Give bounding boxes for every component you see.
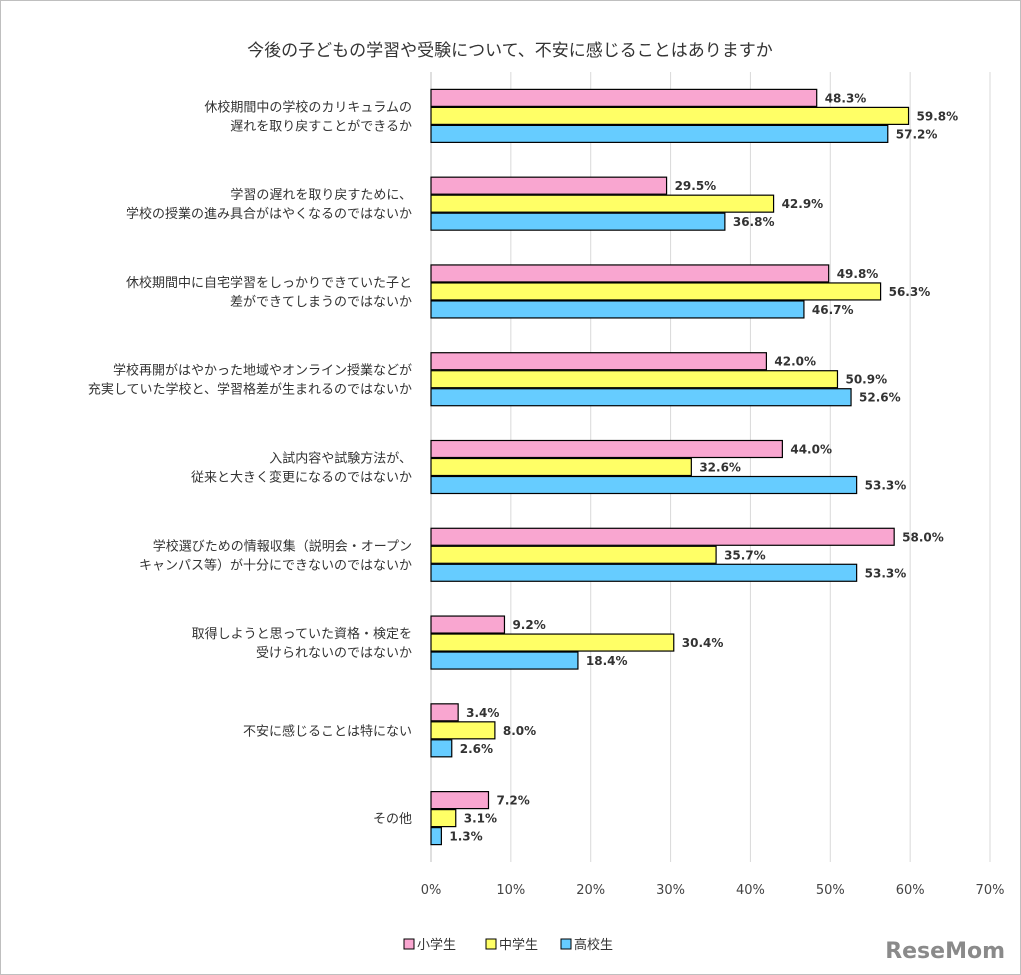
tick-label: 60% — [896, 883, 925, 898]
bar — [430, 475, 858, 495]
data-label: 57.2% — [896, 127, 938, 141]
bar — [430, 651, 579, 670]
category-label: 充実していた学校と、学習格差が生まれるのではないか — [88, 382, 412, 398]
legend-swatch — [485, 938, 497, 950]
bar — [430, 457, 692, 477]
category-label: 取得しようと思っていた資格・検定を — [192, 626, 412, 642]
chart-title: 今後の子どもの学習や受験について、不安に感じることはありますか — [247, 41, 773, 61]
bar — [430, 106, 910, 125]
bar — [430, 370, 839, 389]
bar — [430, 124, 889, 143]
legend-entry: 中学生 — [499, 937, 538, 953]
bar — [430, 282, 882, 301]
tick-label: 20% — [576, 883, 605, 898]
data-label: 3.4% — [466, 706, 499, 720]
data-label: 2.6% — [460, 742, 493, 756]
data-label: 35.7% — [724, 548, 766, 562]
bar — [430, 633, 675, 652]
watermark-logo: ReseMom — [885, 939, 1005, 964]
x-axis-ticks: 0% 10% 20% 30% 40% 50% 60% 70% — [421, 883, 1005, 898]
bar — [430, 563, 858, 582]
category-label: 従来と大きく変更になるのではないか — [191, 470, 412, 486]
category-label: 入試内容や試験方法が、 — [269, 451, 412, 467]
legend-entry: 小学生 — [417, 937, 456, 953]
data-label: 9.2% — [512, 618, 545, 632]
bar — [430, 88, 818, 107]
category-label: 学校の授業の進み具合がはやくなるのではないか — [126, 206, 412, 222]
legend-swatch — [560, 938, 572, 950]
bar — [430, 194, 775, 213]
tick-label: 40% — [736, 883, 765, 898]
tick-label: 10% — [496, 883, 525, 898]
category-label: 差ができてしまうのではないか — [230, 295, 412, 310]
data-label: 29.5% — [675, 179, 717, 193]
data-label: 56.3% — [889, 285, 931, 299]
category-label: キャンパス等）が十分にできないのではないか — [139, 557, 412, 573]
data-label: 59.8% — [917, 109, 959, 123]
data-label: 53.3% — [865, 479, 907, 493]
data-label: 7.2% — [496, 794, 529, 808]
category-label: 休校期間中に自宅学習をしっかりできていた子と — [126, 275, 412, 291]
bar — [430, 264, 830, 283]
bar — [430, 545, 717, 564]
data-label: 8.0% — [503, 724, 536, 738]
bar — [430, 527, 895, 546]
bar — [430, 212, 726, 231]
data-label: 52.6% — [859, 391, 901, 405]
data-label: 53.3% — [865, 566, 907, 580]
bar — [430, 739, 453, 758]
data-label: 1.3% — [449, 830, 482, 844]
category-label: 学校選びための情報収集（説明会・オープン — [153, 538, 412, 554]
legend-entry: 高校生 — [574, 937, 613, 953]
bars: 48.3% 59.8% 57.2% 29.5% 42.9% 36.8% 49.8% 56.3%… — [430, 88, 959, 846]
category-label: 休校期間中の学校のカリキュラムの — [204, 99, 412, 115]
bar — [430, 721, 496, 740]
bar — [430, 703, 459, 722]
legend-swatch — [403, 938, 415, 950]
bar — [430, 388, 852, 407]
bar — [430, 439, 783, 459]
data-label: 36.8% — [733, 215, 775, 229]
data-label: 42.0% — [774, 355, 816, 369]
data-label: 18.4% — [586, 654, 628, 668]
category-label: 遅れを取り戻すことができるか — [230, 119, 412, 134]
tick-label: 50% — [816, 883, 845, 898]
data-label: 48.3% — [825, 91, 867, 105]
data-label: 58.0% — [902, 530, 944, 544]
category-label: 学習の遅れを取り戻すために、 — [230, 187, 412, 203]
tick-label: 30% — [656, 883, 685, 898]
bar — [430, 827, 442, 846]
data-label: 50.9% — [845, 373, 887, 387]
category-label: 不安に感じることは特にない — [243, 723, 412, 739]
data-label: 49.8% — [837, 267, 879, 281]
tick-label: 0% — [421, 883, 442, 898]
data-label: 32.6% — [699, 461, 741, 475]
bar — [430, 791, 490, 810]
data-label: 44.0% — [790, 443, 832, 457]
category-labels: 休校期間中の学校のカリキュラムの遅れを取り戻すことができるか学習の遅れを取り戻す… — [88, 99, 412, 827]
data-label: 3.1% — [464, 812, 497, 826]
bar — [430, 615, 506, 634]
bar — [430, 352, 767, 371]
data-label: 42.9% — [782, 197, 824, 211]
data-label: 30.4% — [682, 636, 724, 650]
category-label: 学校再開がはやかった地域やオンライン授業などが — [113, 363, 412, 379]
category-label: その他 — [373, 812, 412, 827]
legend: 小学生 中学生 高校生 — [403, 937, 613, 953]
bar — [430, 300, 805, 319]
tick-label: 70% — [976, 883, 1005, 898]
bar — [430, 809, 457, 828]
bar — [430, 176, 668, 195]
category-label: 受けられないのではないか — [256, 646, 412, 661]
data-label: 46.7% — [812, 303, 854, 317]
